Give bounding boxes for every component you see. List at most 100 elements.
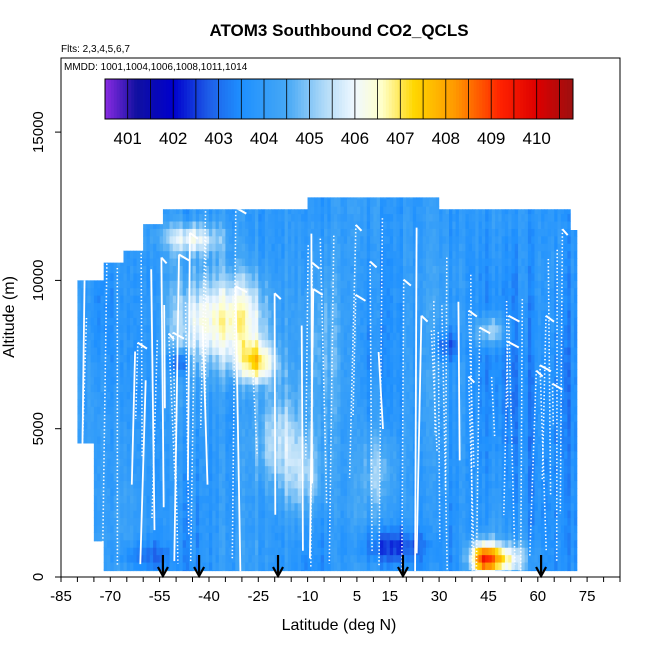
heatmap-cell [136,413,141,422]
heatmap-cell [248,539,253,548]
heatmap-cell [228,361,233,370]
heatmap-cell [248,450,253,459]
heatmap-cell [327,406,332,415]
heatmap-cell [162,539,167,548]
heatmap-cell [222,310,226,318]
heatmap-cell [93,413,98,422]
heatmap-cell [87,317,91,326]
heatmap-cell [255,391,259,400]
heatmap-cell [159,443,164,452]
heatmap-cell [238,243,243,252]
heatmap-cell [327,228,332,237]
heatmap-cell [343,436,348,444]
heatmap-cell [133,273,138,281]
heatmap-cell [110,547,115,556]
heatmap-cell [143,235,147,244]
heatmap-cell [110,332,115,341]
heatmap-cell [314,547,318,556]
heatmap-cell [347,391,351,400]
heatmap-cell [120,317,124,326]
heatmap-cell [274,317,279,326]
heatmap-cell [68,280,72,288]
heatmap-cell [146,450,151,459]
heatmap-cell [281,213,285,222]
heatmap-cell [84,458,88,467]
heatmap-cell [241,517,246,526]
heatmap-cell [172,243,177,252]
heatmap-cell [258,273,262,281]
heatmap-cell [166,347,170,355]
heatmap-cell [189,228,193,237]
heatmap-cell [169,421,174,430]
heatmap-cell [291,421,295,430]
heatmap-cell [97,273,101,281]
heatmap-cell [314,250,318,259]
heatmap-cell [264,206,269,215]
heatmap-cell [255,502,259,511]
heatmap-cell [103,206,108,215]
heatmap-cell [222,436,226,444]
heatmap-cell [97,495,101,504]
heatmap-cell [307,510,312,519]
heatmap-cell [281,525,285,533]
heatmap-cell [90,547,95,556]
heatmap-cell [235,473,239,482]
heatmap-cell [146,302,151,311]
heatmap-cell [189,198,193,207]
heatmap-cell [258,421,262,430]
heatmap-cell [251,406,256,415]
heatmap-cell [120,473,124,482]
heatmap-cell [162,213,167,222]
heatmap-cell [271,443,276,452]
heatmap-cell [110,302,115,311]
heatmap-cell [64,473,68,481]
heatmap-cell [337,436,341,444]
heatmap-cell [80,554,85,563]
heatmap-cell [228,525,233,533]
heatmap-cell [126,347,131,355]
heatmap-cell [61,503,65,511]
heatmap-cell [281,295,285,304]
heatmap-cell [192,480,197,489]
heatmap-cell [189,562,193,570]
heatmap-cell [212,198,216,207]
heatmap-cell [301,177,305,185]
heatmap-cell [84,465,88,474]
heatmap-cell [100,525,105,533]
heatmap-cell [113,539,118,548]
heatmap-cell [110,235,115,244]
heatmap-cell [228,213,233,222]
heatmap-cell [77,243,78,252]
heatmap-cell [281,310,285,318]
heatmap-cell [347,354,351,363]
heatmap-cell [278,399,282,407]
heatmap-cell [123,539,128,548]
heatmap-cell [202,177,206,185]
heatmap-cell [93,310,98,318]
heatmap-cell [248,221,253,229]
heatmap-cell [93,369,98,378]
heatmap-cell [110,369,115,378]
heatmap-cell [77,361,78,370]
heatmap-cell [182,450,187,459]
heatmap-cell [241,273,246,281]
heatmap-cell [100,265,105,274]
heatmap-cell [340,324,345,333]
heatmap-cell [172,213,177,222]
heatmap-cell [215,488,220,496]
heatmap-cell [77,532,82,541]
heatmap-cell [285,184,289,192]
heatmap-cell [304,532,309,541]
heatmap-cell [110,495,115,504]
heatmap-cell [176,243,180,252]
heatmap-cell [291,458,295,467]
heatmap-cell [307,250,312,259]
heatmap-cell [182,310,187,318]
heatmap-cell [68,421,72,429]
heatmap-cell [172,206,177,215]
heatmap-cell [281,539,285,548]
heatmap-cell [139,436,144,444]
heatmap-cell [146,324,151,333]
heatmap-cell [356,213,361,222]
heatmap-cell [120,324,124,333]
